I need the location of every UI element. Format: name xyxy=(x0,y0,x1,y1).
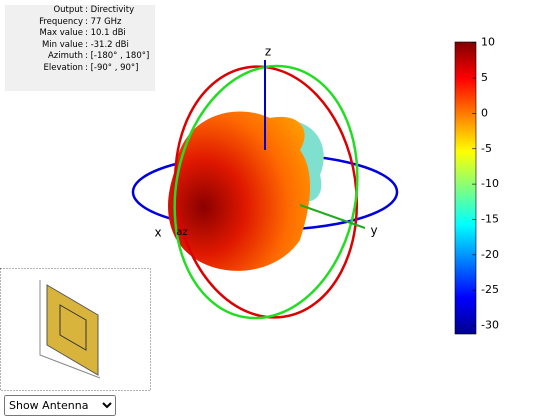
antenna-panel xyxy=(0,268,151,391)
info-row: Min value: -31.2 dBi xyxy=(5,40,155,52)
colorbar-tick-label: -25 xyxy=(481,283,499,296)
elevation-ring-xz xyxy=(173,65,359,319)
info-row: Output: Directivity xyxy=(5,5,155,17)
colorbar-tick-label: -20 xyxy=(481,248,499,261)
info-label: Output xyxy=(53,5,83,15)
antenna-substrate xyxy=(46,284,99,376)
info-value: : -31.2 dBi xyxy=(85,39,129,50)
info-value: : [-90° , 90°] xyxy=(85,62,139,73)
pattern-surface xyxy=(168,111,311,271)
info-value: : [-180° , 180°] xyxy=(85,51,150,61)
info-label: Min value xyxy=(41,39,83,50)
y-label: y xyxy=(370,224,377,238)
info-row: Elevation: [-90° , 90°] xyxy=(5,63,155,75)
colorbar-tick-label: -30 xyxy=(481,319,499,332)
info-label: Azimuth xyxy=(47,51,83,61)
antenna-frame xyxy=(39,280,101,379)
info-row: Azimuth: [-180° , 180°] xyxy=(5,51,155,63)
info-label: Elevation xyxy=(43,62,83,73)
elevation-ring-yz xyxy=(173,64,359,320)
x-label: x xyxy=(154,226,161,240)
info-value: : 10.1 dBi xyxy=(85,28,126,38)
info-label: Max value xyxy=(39,28,84,38)
colorbar-tick-label: 10 xyxy=(481,36,495,49)
info-row: Frequency: 77 GHz xyxy=(5,17,155,29)
colorbar-tick-label: -5 xyxy=(481,142,492,155)
colorbar-tick-label: 5 xyxy=(481,71,488,84)
antenna-patch xyxy=(59,304,87,351)
info-label: Frequency xyxy=(39,16,83,27)
info-row: Max value: 10.1 dBi xyxy=(5,28,155,40)
info-value: : Directivity xyxy=(85,5,135,15)
colorbar xyxy=(454,41,477,335)
az-label: az xyxy=(176,227,187,238)
y-axis xyxy=(299,204,366,229)
colorbar-tick-label: -10 xyxy=(481,177,499,190)
info-panel: Output: Directivity Frequency: 77 GHz Max … xyxy=(5,5,155,91)
colorbar-tick-label: 0 xyxy=(481,106,488,119)
show-antenna-dropdown[interactable]: Show Antenna xyxy=(4,395,116,416)
z-label: z xyxy=(265,45,271,59)
colorbar-tick-label: -15 xyxy=(481,212,499,225)
info-value: : 77 GHz xyxy=(85,16,122,27)
